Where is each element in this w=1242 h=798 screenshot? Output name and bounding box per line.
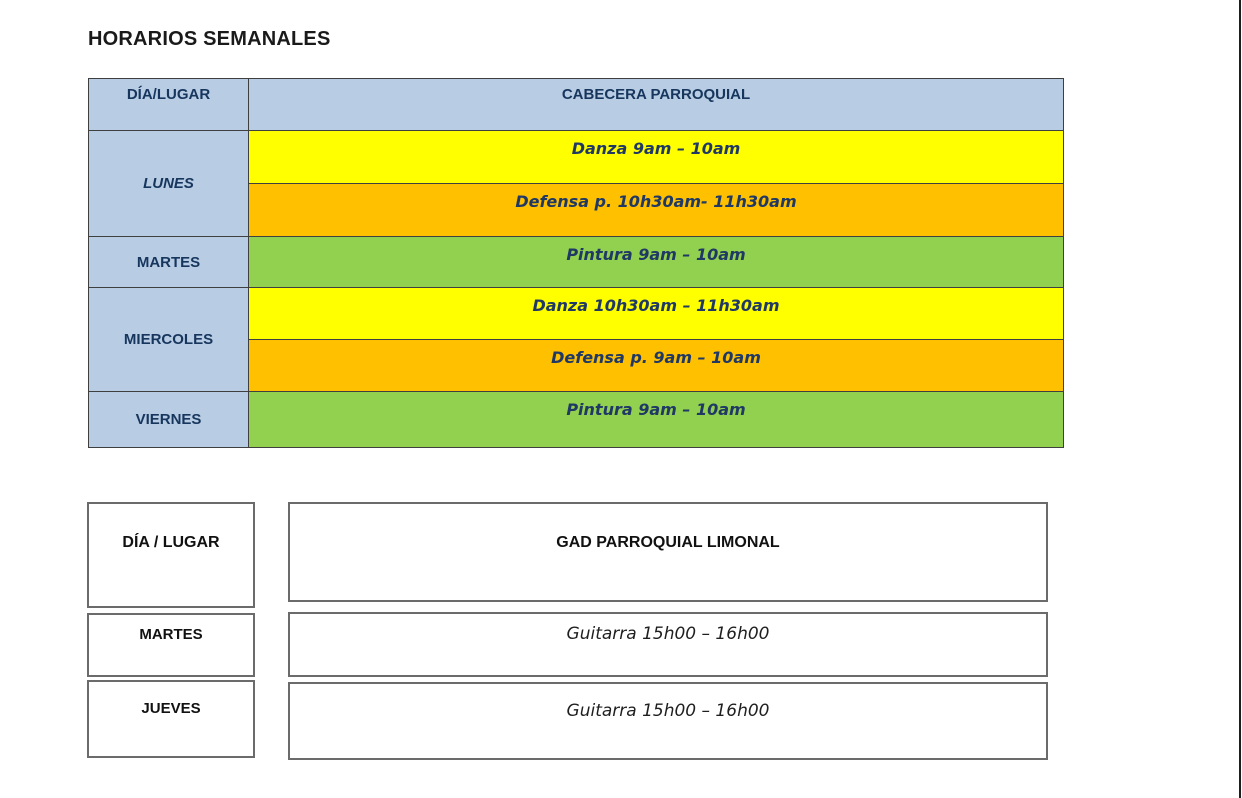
schedule-table-limonal-place-column: GAD PARROQUIAL LIMONAL Guitarra 15h00 – … [288,502,1048,760]
table1-header-place: CABECERA PARROQUIAL [248,78,1064,131]
table2-day-cell-martes: MARTES [87,613,255,677]
activity-cell-defensa-miercoles: Defensa p. 9am – 10am [248,339,1064,392]
page-edge-line [1239,0,1241,798]
page-title: HORARIOS SEMANALES [88,28,331,50]
day-cell-viernes: VIERNES [88,391,249,448]
table2-header-day: DÍA / LUGAR [87,502,255,608]
table2-day-cell-jueves: JUEVES [87,680,255,758]
table2-activity-guitarra-martes-label: Guitarra 15h00 – 16h00 [566,624,770,644]
table2-day-martes-label: MARTES [139,626,203,643]
activity-cell-pintura-martes: Pintura 9am – 10am [248,236,1064,288]
day-cell-miercoles: MIERCOLES [88,287,249,392]
table2-activity-cell-guitarra-martes: Guitarra 15h00 – 16h00 [288,612,1048,677]
table1-header-day: DÍA/LUGAR [88,78,249,131]
table2-header-place-label: GAD PARROQUIAL LIMONAL [556,534,780,551]
day-cell-lunes: LUNES [88,130,249,237]
activity-cell-pintura-viernes: Pintura 9am – 10am [248,391,1064,448]
activity-cell-defensa-lunes: Defensa p. 10h30am- 11h30am [248,183,1064,237]
table2-activity-guitarra-jueves-label: Guitarra 15h00 – 16h00 [566,701,770,721]
table2-header-place: GAD PARROQUIAL LIMONAL [288,502,1048,602]
schedule-table-limonal-day-column: DÍA / LUGAR MARTES JUEVES [87,502,255,758]
activity-cell-danza-miercoles: Danza 10h30am – 11h30am [248,287,1064,340]
table2-activity-cell-guitarra-jueves: Guitarra 15h00 – 16h00 [288,682,1048,760]
activity-cell-danza-lunes: Danza 9am – 10am [248,130,1064,184]
schedule-table-cabecera: DÍA/LUGAR CABECERA PARROQUIAL LUNES Danz… [88,78,1064,448]
day-cell-martes: MARTES [88,236,249,288]
table2-day-jueves-label: JUEVES [141,700,201,717]
table2-header-day-label: DÍA / LUGAR [122,534,220,551]
